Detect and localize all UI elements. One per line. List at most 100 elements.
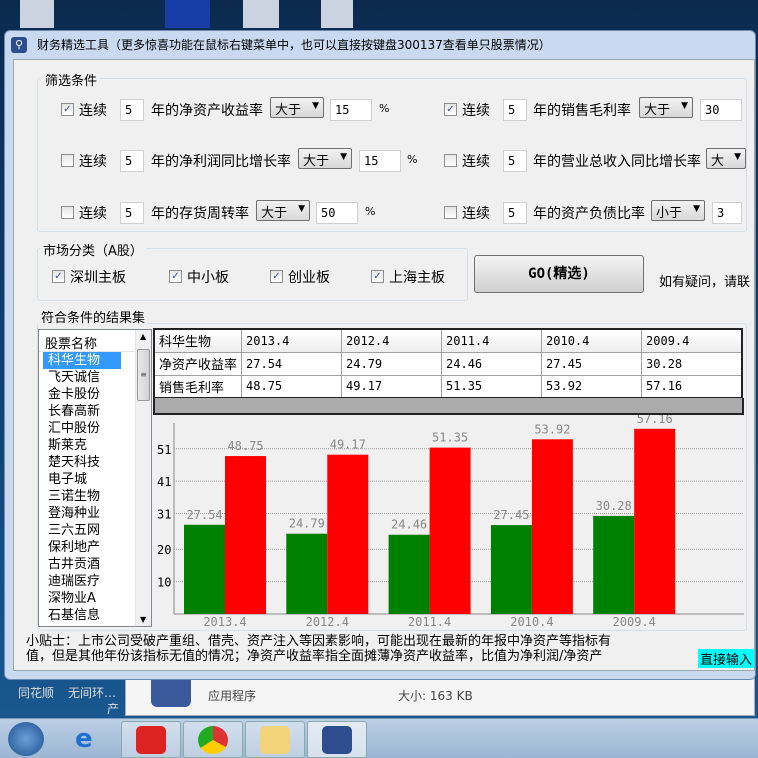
stock-list-item[interactable]: 深物业A (48, 591, 96, 606)
x-tick-label: 2009.4 (613, 615, 656, 629)
table-header-cell: 科华生物 (153, 328, 243, 353)
recycle-bin-icon[interactable] (20, 0, 54, 28)
market-label: 深圳主板 (70, 270, 126, 286)
years-input[interactable]: 5 (503, 202, 527, 224)
computer-icon[interactable] (165, 0, 210, 28)
years-input[interactable]: 5 (503, 99, 527, 121)
desktop-label[interactable]: 产 (107, 702, 120, 716)
y-tick-label: 20 (157, 543, 171, 557)
operator-select[interactable]: 大 ▼ (706, 148, 746, 169)
bar (225, 456, 266, 614)
years-input[interactable]: 5 (120, 202, 144, 224)
stock-list-item[interactable]: 长春高新 (48, 404, 101, 419)
dropdown-arrow-icon: ▼ (340, 152, 347, 162)
table-row: 净资产收益率 27.54 24.79 24.46 27.45 30.28 (153, 351, 743, 376)
desktop-label[interactable]: 同花顺 (18, 686, 55, 700)
operator-value: 小于 (656, 206, 683, 221)
threshold-input[interactable]: 15 (330, 99, 372, 121)
filter-checkbox[interactable] (444, 154, 457, 167)
data-label: 27.45 (493, 508, 529, 522)
threshold-input[interactable]: 3 (712, 202, 742, 224)
filter-checkbox[interactable]: ✓ (444, 103, 457, 116)
bar (286, 533, 328, 614)
operator-select[interactable]: 大于 ▼ (256, 200, 310, 221)
start-button[interactable] (8, 722, 44, 756)
stock-list-item[interactable]: 楚天科技 (48, 455, 101, 470)
main-window: ⚲ 财务精选工具（更多惊喜功能在鼠标右键菜单中，也可以直接按键盘300137查看… (4, 30, 756, 680)
table-header-cell: 2010.4 (541, 328, 643, 353)
go-button[interactable]: GO(精选) (474, 255, 644, 293)
operator-value: 大于 (303, 154, 330, 169)
stock-list-item[interactable]: 迪瑞医疗 (48, 574, 101, 589)
stock-list-item[interactable]: 保利地产 (48, 540, 101, 555)
file-icon[interactable] (321, 0, 353, 28)
ie-icon[interactable]: e (75, 724, 93, 754)
document-icon[interactable] (243, 0, 279, 28)
taskbar-explorer[interactable] (245, 721, 305, 758)
title-bar[interactable]: ⚲ 财务精选工具（更多惊喜功能在鼠标右键菜单中，也可以直接按键盘300137查看… (5, 31, 755, 59)
stock-list-item[interactable]: 斯莱克 (48, 438, 88, 453)
years-input[interactable]: 5 (120, 99, 144, 121)
filter-prefix: 连续 (462, 154, 490, 170)
market-checkbox[interactable]: ✓ (371, 270, 384, 283)
scroll-up-icon[interactable]: ▲ (140, 332, 147, 341)
unit-label: % (379, 102, 390, 115)
data-label: 27.54 (186, 508, 222, 522)
stock-list-item[interactable]: 飞天诚信 (48, 370, 101, 385)
desktop-label[interactable]: 无间环… (68, 686, 117, 700)
list-header[interactable]: 股票名称 (39, 330, 135, 352)
stock-list-item[interactable]: 三六五网 (48, 523, 101, 538)
operator-select[interactable]: 大于 ▼ (639, 97, 693, 118)
x-tick-label: 2011.4 (408, 615, 451, 629)
threshold-input[interactable]: 30 (700, 99, 742, 121)
operator-select[interactable]: 大于 ▼ (298, 148, 352, 169)
taskbar-finance-tool[interactable] (307, 721, 367, 758)
stock-list-item[interactable]: 金卡股份 (48, 387, 101, 402)
market-checkbox[interactable]: ✓ (52, 270, 65, 283)
table-header-cell: 2012.4 (341, 328, 443, 353)
file-size: 大小: 163 KB (398, 689, 473, 703)
tip-line-2: 值，但是其他年份该指标无值的情况；净资产收益率指全面摊薄净资产收益率，比值为净利… (26, 649, 603, 664)
stock-list-item[interactable]: 电子城 (48, 472, 88, 487)
threshold-input[interactable]: 15 (359, 150, 401, 172)
operator-value: 大于 (261, 206, 288, 221)
operator-select[interactable]: 大于 ▼ (270, 97, 324, 118)
scroll-down-icon[interactable]: ▼ (140, 615, 147, 624)
results-group (37, 323, 747, 631)
table-header-row: 科华生物 2013.4 2012.4 2011.4 2010.4 2009.4 (153, 328, 743, 353)
stock-list-item[interactable]: 古井贡酒 (48, 557, 101, 572)
years-input[interactable]: 5 (120, 150, 144, 172)
filter-group-label: 筛选条件 (42, 70, 101, 89)
direct-input-link[interactable]: 直接输入 (698, 649, 755, 668)
table-cell: 24.79 (341, 351, 443, 376)
bar (184, 524, 225, 614)
operator-select[interactable]: 小于 ▼ (651, 200, 705, 221)
stock-list-item[interactable]: 三诺生物 (48, 489, 101, 504)
stock-list[interactable]: 股票名称 科华生物 飞天诚信金卡股份长春高新汇中股份斯莱克楚天科技电子城三诺生物登… (38, 329, 152, 627)
stock-list-item[interactable]: 石基信息 (48, 608, 101, 623)
filter-checkbox[interactable]: ✓ (61, 103, 74, 116)
stock-list-item[interactable]: 科华生物 (43, 352, 121, 369)
table-cell: 51.35 (441, 374, 543, 399)
filter-checkbox[interactable] (444, 206, 457, 219)
taskbar-chrome[interactable] (183, 721, 243, 758)
data-label: 57.16 (637, 415, 673, 426)
threshold-input[interactable]: 50 (316, 202, 358, 224)
taskbar-app-tonghuashun[interactable] (121, 721, 181, 758)
filter-checkbox[interactable] (61, 154, 74, 167)
data-label: 49.17 (330, 438, 366, 452)
years-input[interactable]: 5 (503, 150, 527, 172)
table-row: 销售毛利率 48.75 49.17 51.35 53.92 57.16 (153, 374, 743, 399)
filter-checkbox[interactable] (61, 206, 74, 219)
market-checkbox[interactable]: ✓ (169, 270, 182, 283)
filter-group (37, 78, 747, 232)
stock-list-item[interactable]: 登海种业 (48, 506, 101, 521)
data-label: 48.75 (227, 439, 263, 453)
stock-list-item[interactable]: 汇中股份 (48, 421, 101, 436)
scroll-thumb[interactable]: ≡ (137, 349, 150, 401)
list-scrollbar[interactable]: ▲ ≡ ▼ (135, 330, 151, 626)
market-checkbox[interactable]: ✓ (270, 270, 283, 283)
market-group (37, 248, 468, 301)
table-cell: 27.54 (241, 351, 343, 376)
app-search-icon: ⚲ (11, 37, 27, 53)
